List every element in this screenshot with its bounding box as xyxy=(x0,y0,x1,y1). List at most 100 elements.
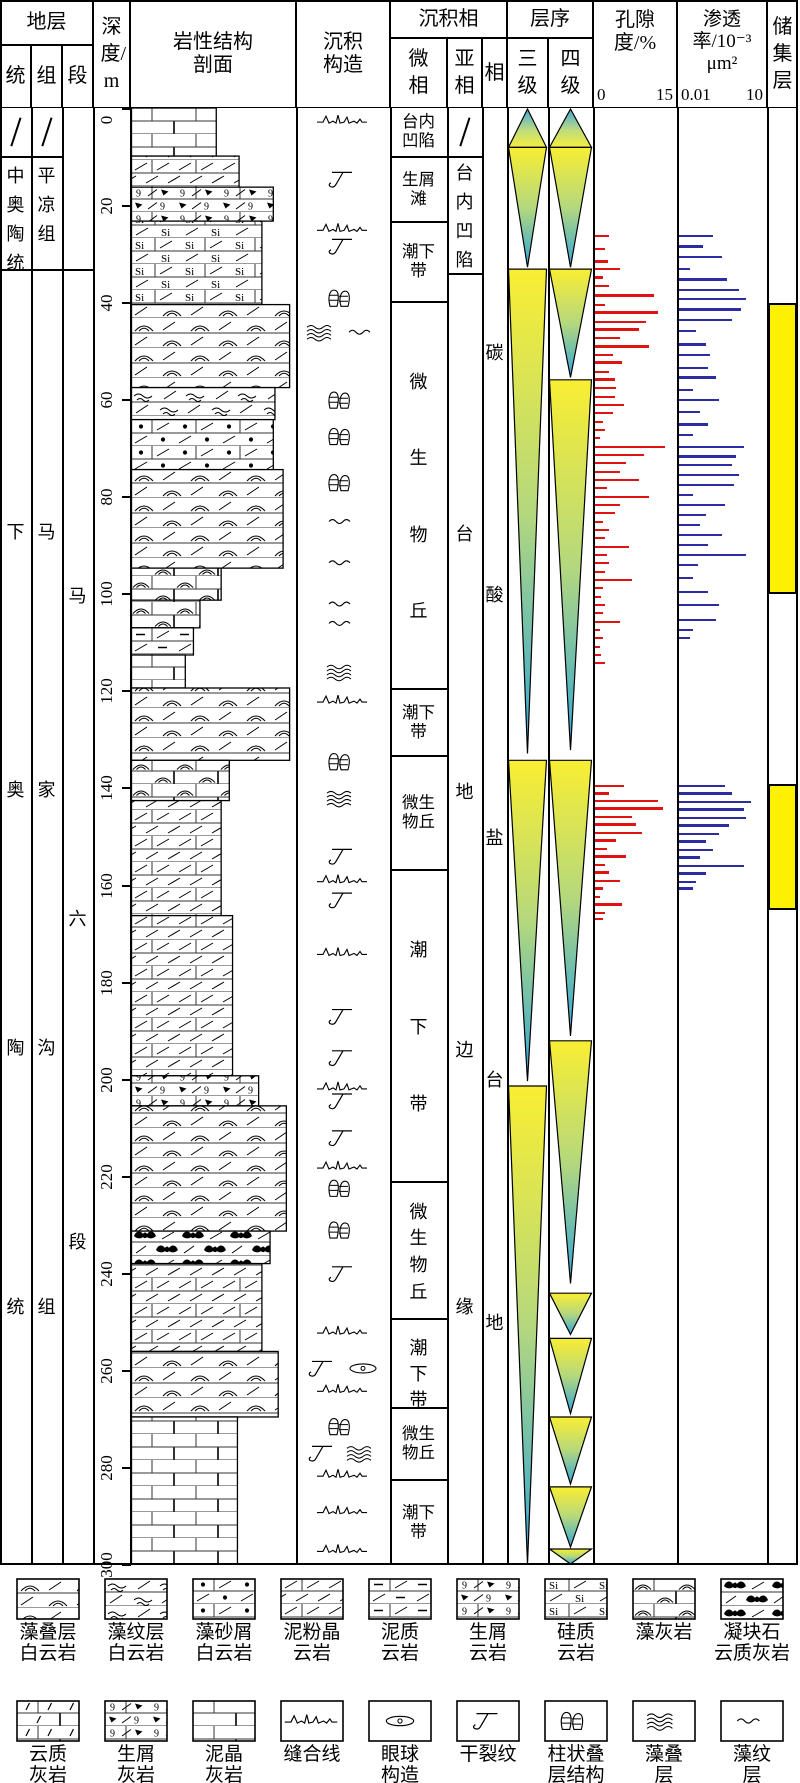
porosity-scale: 0 15 xyxy=(597,85,673,105)
permeability-bar xyxy=(679,473,739,477)
sequence-triangle-fourth xyxy=(548,1486,593,1549)
legend-swatch xyxy=(280,1700,344,1742)
porosity-bar xyxy=(595,336,620,339)
legend-item: 云质 灰岩 xyxy=(4,1700,92,1783)
depth-label: 280 xyxy=(97,1455,116,1481)
depth-tick xyxy=(122,1272,131,1275)
header-formation: 组 xyxy=(31,45,62,108)
porosity-bar xyxy=(595,911,605,914)
legend-swatch xyxy=(280,1578,344,1620)
porosity-bar xyxy=(595,871,610,874)
legend-label: 藻叠层 白云岩 xyxy=(19,1622,77,1665)
porosity-bar xyxy=(595,637,603,640)
porosity-bar xyxy=(595,386,617,389)
porosity-bar xyxy=(595,823,637,826)
grid-line xyxy=(390,108,392,1565)
legend-swatch xyxy=(192,1700,256,1742)
legend-label: 云质 灰岩 xyxy=(29,1744,67,1783)
porosity-bar xyxy=(595,461,627,464)
mudcrack-symbol xyxy=(328,238,353,255)
legend-swatch xyxy=(632,1578,696,1620)
legend-item: 干裂纹 xyxy=(444,1700,532,1783)
header-depth: 深度/m xyxy=(93,0,130,108)
series-section-char: 中 xyxy=(6,166,25,187)
porosity-bar xyxy=(595,303,605,306)
permeability-bar xyxy=(679,493,694,497)
lithology-interval xyxy=(130,687,291,761)
legend-label: 藻叠层 xyxy=(645,1744,683,1783)
permeability-scale-min: 0.01 xyxy=(681,85,711,105)
permeability-bar xyxy=(679,330,697,333)
legend-item: 泥晶 灰岩 xyxy=(180,1700,268,1783)
microfacies-section-char: 带 xyxy=(409,1093,428,1114)
porosity-bar xyxy=(595,545,630,548)
sequence-triangle-third xyxy=(507,108,548,148)
header-third-order-label: 三级 xyxy=(517,48,538,97)
columnar-symbol xyxy=(328,1221,350,1239)
microfacies-section-char: 潮 xyxy=(409,939,428,960)
header-series: 统 xyxy=(0,45,31,108)
lithology-column xyxy=(130,108,291,1565)
legend-label-line: 藻砂屑 xyxy=(195,1622,253,1643)
lithology-interval xyxy=(130,1075,260,1107)
permeability-bar xyxy=(679,504,725,507)
sequence-column xyxy=(507,108,593,1565)
depth-tick xyxy=(122,787,131,790)
microfacies-section-char: 丘 xyxy=(409,1281,428,1302)
stylolite-symbol xyxy=(316,1081,368,1091)
microfacies-section-char: 微 xyxy=(409,371,428,392)
legend-swatch xyxy=(16,1700,80,1742)
header-sed-structure-label: 沉积构造 xyxy=(323,31,363,76)
legend-swatch xyxy=(368,1578,432,1620)
microfacies-section: 微生物丘 xyxy=(390,301,447,688)
legend-label-line: 白云岩 xyxy=(19,1642,77,1664)
depth-tick xyxy=(122,108,131,110)
permeability-bar xyxy=(679,872,706,875)
legend-swatch xyxy=(456,1578,520,1620)
algalmat-symbol xyxy=(326,664,352,682)
formation-section-char: 家 xyxy=(37,779,56,800)
legend-label: 泥粉晶 云岩 xyxy=(283,1622,340,1665)
microfacies-section-label: 潮下带 xyxy=(402,242,435,281)
header-depth-label: 深度/m xyxy=(100,15,127,92)
permeability-bar xyxy=(679,864,745,867)
legend-item: 生屑 灰岩 xyxy=(92,1700,180,1783)
microfacies-section-label: 微生物丘 xyxy=(402,793,435,831)
microfacies-section-char: 潮 xyxy=(409,1338,428,1359)
subfacies-section-unconformity-mark xyxy=(458,117,471,147)
depth-label: 100 xyxy=(97,581,116,608)
legend-label-line: 灰岩 xyxy=(204,1764,243,1783)
microfacies-section-char: 丘 xyxy=(409,601,428,622)
lithology-interval xyxy=(130,220,263,306)
header-sed-facies-label: 沉积相 xyxy=(418,7,479,30)
porosity-bar xyxy=(595,395,615,398)
header-permeability-label: 渗透率/10⁻³ μm² xyxy=(692,9,752,74)
mudcrack-symbol xyxy=(328,1266,353,1283)
lithology-interval xyxy=(130,1262,263,1353)
microfacies-section-label: 潮下带 xyxy=(402,1503,435,1542)
permeability-bar xyxy=(679,784,725,787)
grid-line xyxy=(507,108,509,1565)
mudcrack-symbol xyxy=(308,1445,333,1462)
depth-label: 160 xyxy=(97,872,116,899)
microfacies-section-char: 生 xyxy=(409,448,428,469)
porosity-bar xyxy=(595,511,615,514)
porosity-bar xyxy=(595,587,603,590)
sequence-triangle-fourth xyxy=(548,268,593,378)
header-sed-facies: 沉积相 xyxy=(390,0,507,38)
series-section-char: 陶 xyxy=(6,1038,25,1059)
legend-item: 生屑 云岩 xyxy=(444,1578,532,1688)
header-microfacies: 微相 xyxy=(390,38,447,108)
permeability-bar xyxy=(679,318,732,321)
permeability-bar xyxy=(679,543,708,546)
permeability-bar xyxy=(679,376,716,379)
porosity-bar xyxy=(595,528,610,531)
stylolite-symbol xyxy=(316,1543,368,1553)
sequence-triangle-fourth xyxy=(548,1416,593,1486)
porosity-bar xyxy=(595,784,625,787)
microfacies-section-label: 台内凹陷 xyxy=(402,112,435,151)
permeability-scale-max: 10 xyxy=(746,85,763,105)
series-section-char: 奥 xyxy=(6,779,25,800)
depth-tick xyxy=(122,884,131,887)
legend-label-line: 云质灰岩 xyxy=(713,1642,790,1664)
